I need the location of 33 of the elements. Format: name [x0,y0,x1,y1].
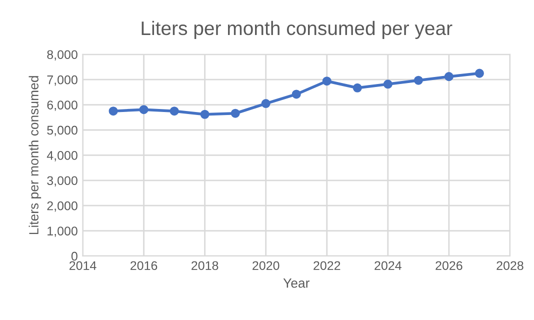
y-tick-label: 7,000 [47,75,78,86]
y-tick-label: 8,000 [47,50,78,61]
y-tick-label: 2,000 [47,201,78,212]
point [170,106,179,116]
point [414,76,423,85]
point [200,110,210,119]
point [444,72,454,82]
x-tick-label: 2016 [130,261,158,270]
point [139,105,148,114]
point [108,106,118,116]
x-axis-title: Year [283,278,310,288]
point [383,80,392,89]
x-tick-label: 2024 [374,261,402,270]
y-tick-label: 4,000 [46,151,78,162]
point [292,90,301,99]
y-tick-label: 5,000 [47,126,78,136]
y-tick-label: 0 [71,252,78,261]
x-tick-label: 2022 [314,261,340,270]
point [230,108,240,118]
y-tick-label: 6,000 [47,100,78,111]
x-tick-label: 2026 [436,261,462,270]
point [474,68,484,78]
y-tick-label: 3,000 [47,176,78,187]
x-tick-label: 2028 [496,261,524,270]
x-tick-label: 2014 [69,261,96,270]
point [261,99,270,108]
y-axis-title: Liters per month consumed [28,76,42,234]
point [322,76,332,86]
chart-title: Liters per month consumed per year [142,20,452,39]
x-tick-label: 2018 [192,261,218,270]
x-tick-label: 2020 [252,261,280,270]
point [352,83,362,92]
y-tick-label: 1,000 [48,226,78,237]
